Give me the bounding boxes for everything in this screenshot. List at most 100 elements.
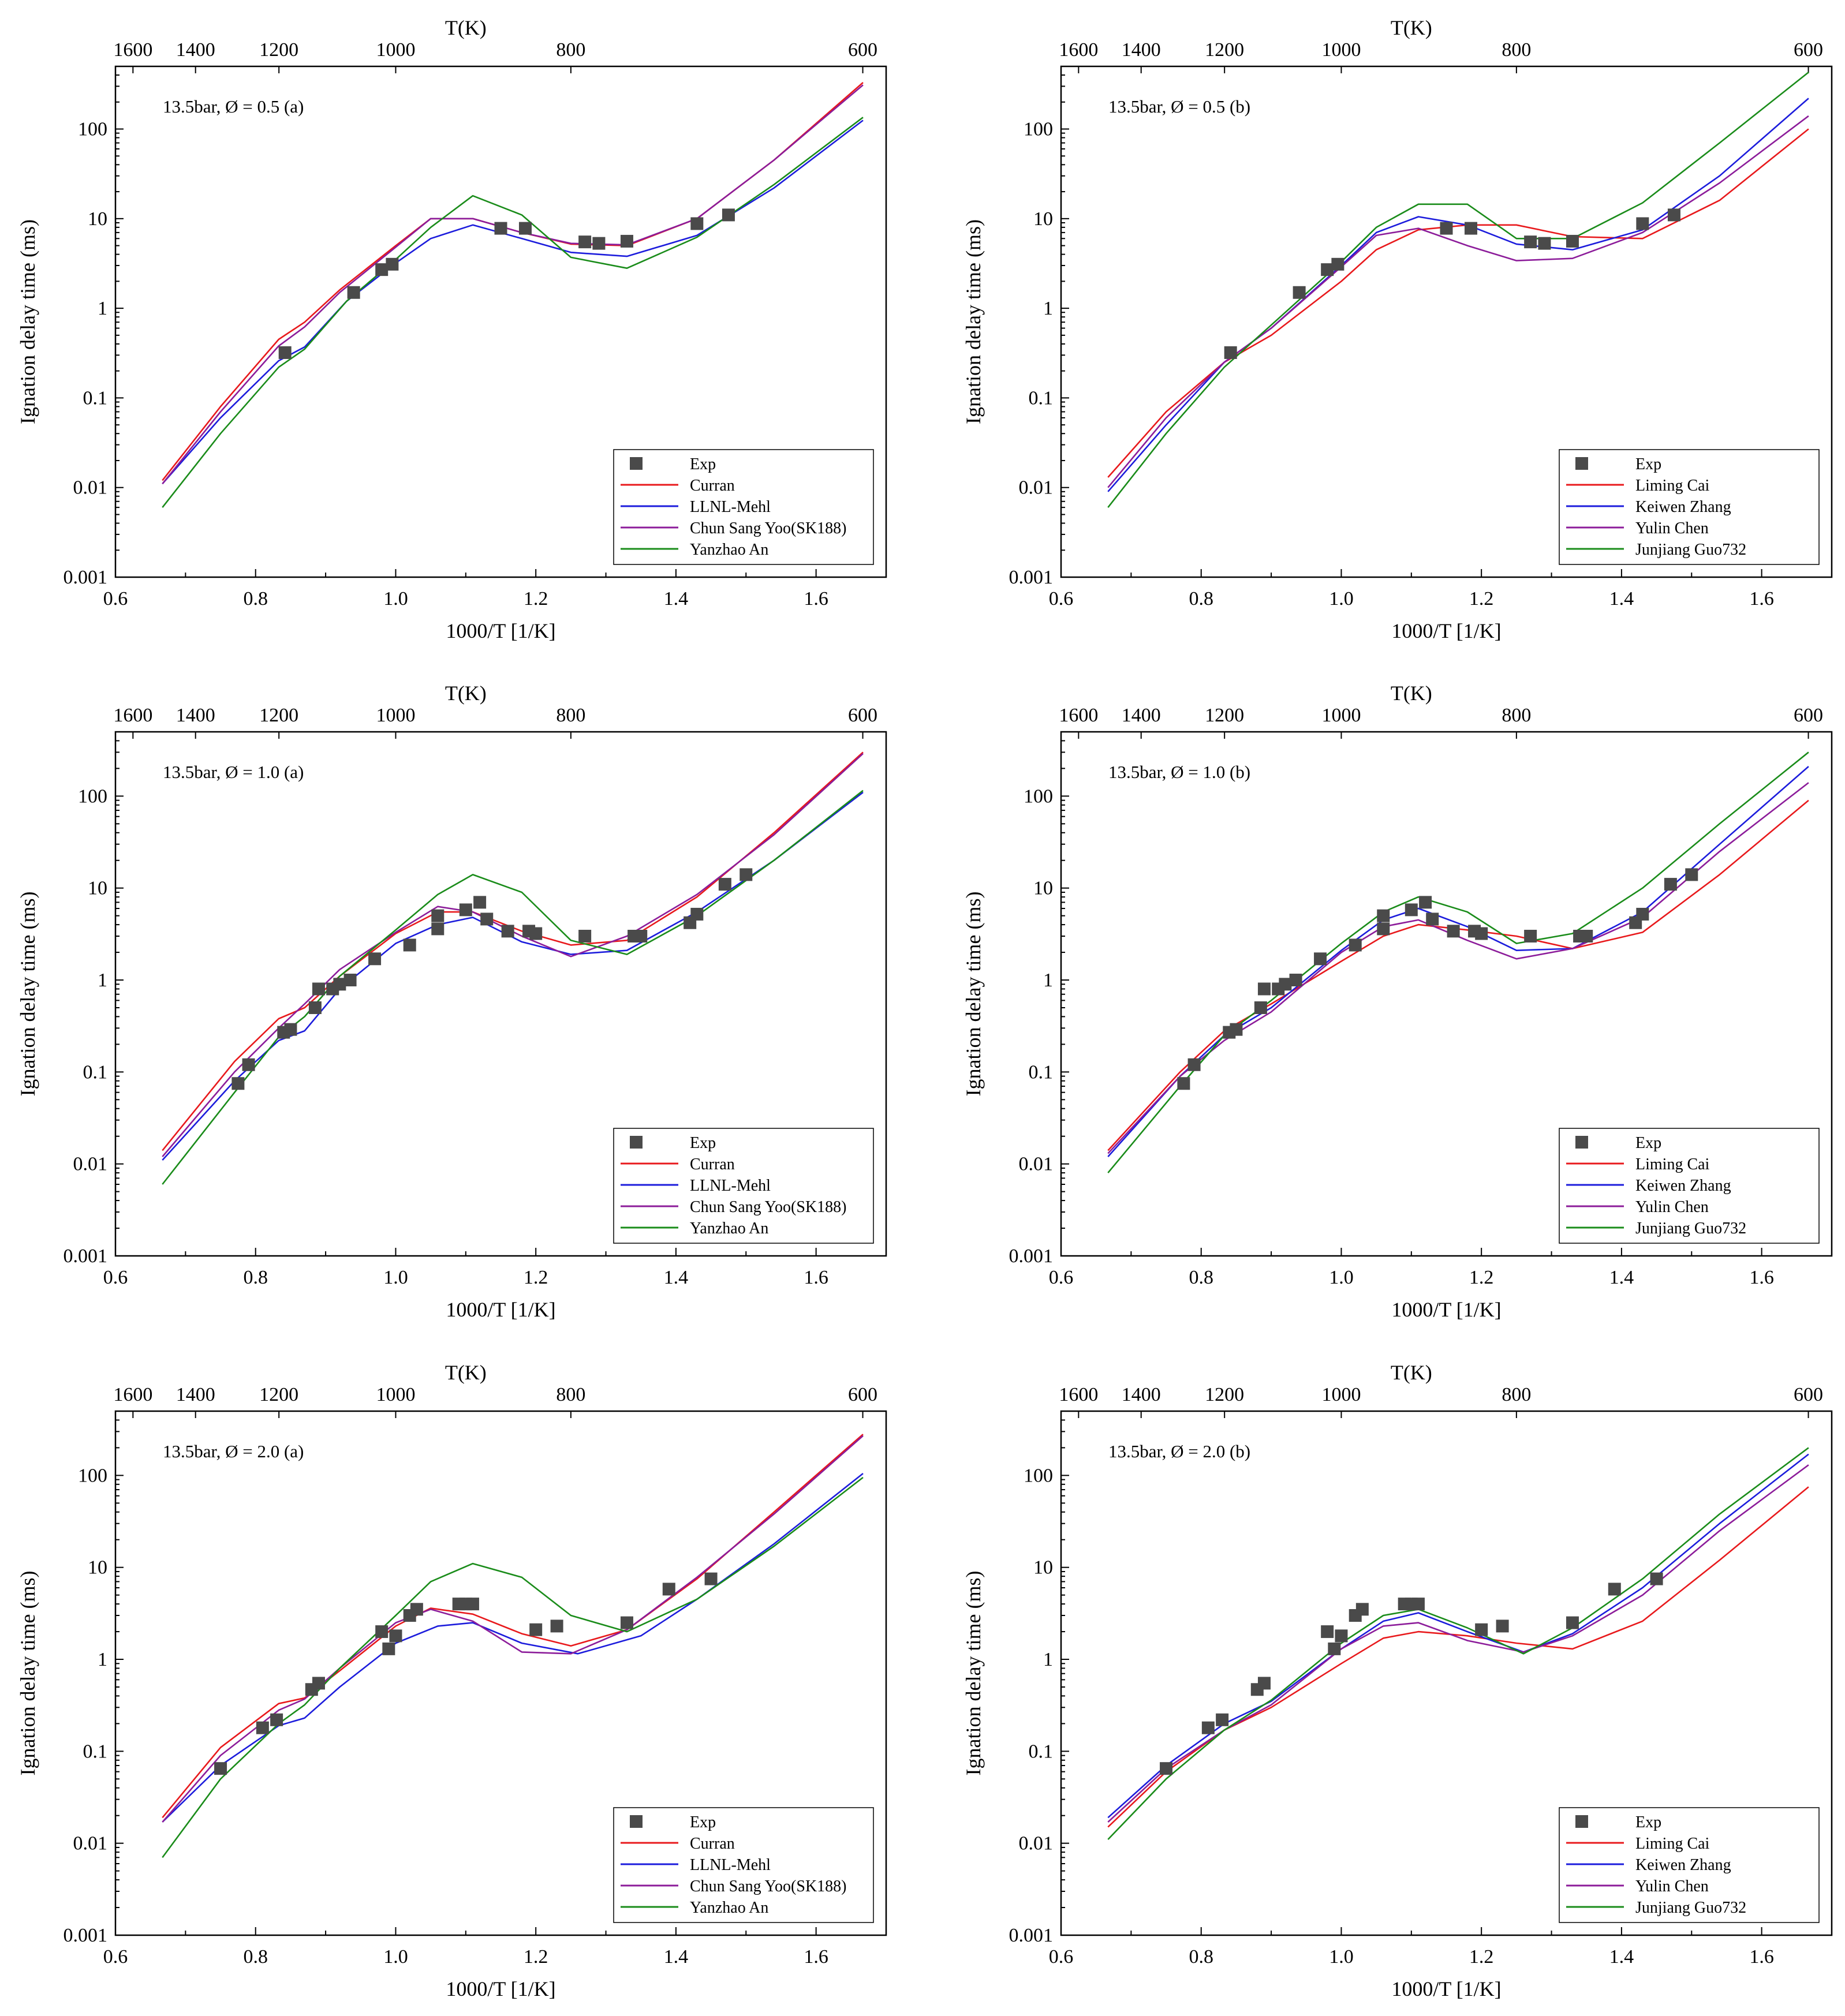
exp-data-point xyxy=(501,925,514,938)
y-tick-label: 100 xyxy=(1024,119,1053,140)
chart-panel-phi-0-5-b: 0.6 0.8 1.0 1.2 1.4 1.6 0.001 0.01 0.1 1 10 100 1600… xyxy=(962,16,1833,642)
y-tick-label: 0.001 xyxy=(1009,1245,1054,1267)
y-tick-label: 1 xyxy=(1043,970,1053,991)
legend-label: LLNL-Mehl xyxy=(690,498,771,516)
y-tick-label: 0.001 xyxy=(64,567,108,588)
x-tick-label: 1.2 xyxy=(1469,588,1494,609)
legend-label: Keiwen Zhang xyxy=(1635,498,1731,516)
exp-data-point xyxy=(620,1616,633,1629)
y-tick-label: 0.01 xyxy=(73,1833,108,1854)
exp-data-point xyxy=(518,222,532,235)
x-axis-title: 1000/T [1/K] xyxy=(1391,1298,1501,1321)
exp-data-point xyxy=(529,1623,543,1636)
plot-area xyxy=(162,82,864,508)
y-tick-label: 10 xyxy=(88,208,107,230)
legend-label: Curran xyxy=(690,1835,735,1853)
top-tick-label: 1400 xyxy=(176,1384,215,1405)
legend: Exp Curran LLNL-Mehl Chun Sang Yoo(SK188) Ya… xyxy=(613,449,874,565)
top-tick-label: 600 xyxy=(848,705,877,726)
series-line-junjiang-guo732 xyxy=(1107,72,1809,508)
exp-data-point xyxy=(214,1762,227,1775)
panel-annotation: 13.5bar, Ø = 2.0 (b) xyxy=(1108,1441,1250,1461)
y-tick-label: 10 xyxy=(1033,878,1053,899)
y-tick-label: 0.001 xyxy=(1009,567,1054,588)
exp-data-point xyxy=(1216,1713,1229,1726)
x-tick-label: 0.6 xyxy=(1049,1946,1074,1968)
legend-label: Exp xyxy=(1635,1813,1661,1831)
y-tick-label: 1 xyxy=(98,298,107,319)
panel-annotation: 13.5bar, Ø = 1.0 (b) xyxy=(1108,762,1250,782)
x-tick-label: 0.8 xyxy=(1189,1267,1213,1288)
chart-panel-phi-1-0-b: 0.6 0.8 1.0 1.2 1.4 1.6 0.001 0.01 0.1 1 10 100 1600… xyxy=(962,682,1833,1321)
x-tick-label: 0.8 xyxy=(243,1946,268,1968)
legend-marker xyxy=(1575,1136,1588,1149)
exp-data-point xyxy=(1524,235,1537,249)
series-line-curran xyxy=(162,751,864,1151)
exp-data-point xyxy=(1160,1762,1173,1775)
top-tick-label: 800 xyxy=(556,39,585,61)
legend-label: Yanzhao An xyxy=(690,541,768,559)
exp-data-point xyxy=(1293,286,1306,299)
legend-label: Exp xyxy=(1635,1134,1661,1152)
exp-data-point xyxy=(1447,925,1460,938)
y-tick-label: 100 xyxy=(78,119,107,140)
plot-area xyxy=(1107,751,1809,1173)
exp-data-point xyxy=(1608,1583,1621,1596)
exp-data-point xyxy=(1667,208,1680,222)
x-tick-label: 1.0 xyxy=(383,1946,408,1968)
top-tick-label: 800 xyxy=(1502,1384,1531,1405)
x-axis-title: 1000/T [1/K] xyxy=(1391,1977,1501,2000)
y-tick-label: 100 xyxy=(78,786,107,807)
x-tick-label: 1.2 xyxy=(524,588,548,609)
exp-data-point xyxy=(1650,1572,1663,1585)
exp-data-point xyxy=(578,930,592,943)
top-tick-label: 600 xyxy=(1794,1384,1823,1405)
top-tick-label: 1600 xyxy=(113,705,152,726)
plot-area xyxy=(1107,1447,1809,1841)
exp-data-point xyxy=(459,903,472,917)
top-axis-title: T(K) xyxy=(1391,682,1432,705)
x-tick-label: 1.4 xyxy=(1609,588,1634,609)
exp-data-point xyxy=(1321,263,1334,276)
series-line-junjiang-guo732 xyxy=(1107,751,1809,1173)
exp-data-point xyxy=(389,1629,402,1643)
exp-data-point xyxy=(382,1642,395,1655)
exp-data-point xyxy=(333,978,346,991)
top-tick-label: 1000 xyxy=(376,1384,415,1405)
top-tick-label: 1600 xyxy=(113,39,152,61)
legend-label: Chun Sang Yoo(SK188) xyxy=(690,1198,847,1216)
x-tick-label: 1.0 xyxy=(1329,588,1354,609)
x-axis-title: 1000/T [1/K] xyxy=(446,1977,555,2000)
legend-marker xyxy=(1575,1815,1588,1828)
exp-data-point xyxy=(312,982,325,996)
exp-data-point xyxy=(1475,1623,1488,1636)
top-tick-label: 1000 xyxy=(376,705,415,726)
exp-data-point xyxy=(480,912,494,926)
exp-data-point xyxy=(1230,1023,1243,1036)
exp-data-point xyxy=(620,234,633,248)
exp-data-point xyxy=(1496,1619,1509,1633)
y-tick-label: 0.1 xyxy=(83,1741,108,1762)
y-tick-label: 100 xyxy=(78,1465,107,1486)
y-tick-label: 0.01 xyxy=(73,477,108,499)
exp-data-point xyxy=(1257,1677,1271,1690)
exp-data-point xyxy=(1464,222,1477,235)
x-tick-label: 1.0 xyxy=(383,1267,408,1288)
exp-data-point xyxy=(1636,217,1649,230)
exp-data-point xyxy=(1664,878,1677,891)
exp-data-point xyxy=(1411,1598,1425,1611)
legend: Exp Liming Cai Keiwen Zhang Yulin Chen Junji… xyxy=(1559,1807,1820,1923)
y-tick-label: 10 xyxy=(88,1557,107,1579)
legend-label: Liming Cai xyxy=(1635,477,1710,495)
exp-data-point xyxy=(375,1625,389,1639)
y-tick-label: 0.01 xyxy=(1019,1833,1054,1854)
legend-label: Curran xyxy=(690,477,735,495)
legend-label: Keiwen Zhang xyxy=(1635,1177,1731,1195)
x-tick-label: 0.6 xyxy=(103,1267,128,1288)
exp-data-point xyxy=(375,263,389,276)
exp-data-point xyxy=(690,217,704,230)
x-tick-label: 1.2 xyxy=(1469,1946,1494,1968)
legend-label: Exp xyxy=(690,1134,716,1152)
legend-label: Chun Sang Yoo(SK188) xyxy=(690,1877,847,1895)
exp-data-point xyxy=(284,1023,297,1036)
